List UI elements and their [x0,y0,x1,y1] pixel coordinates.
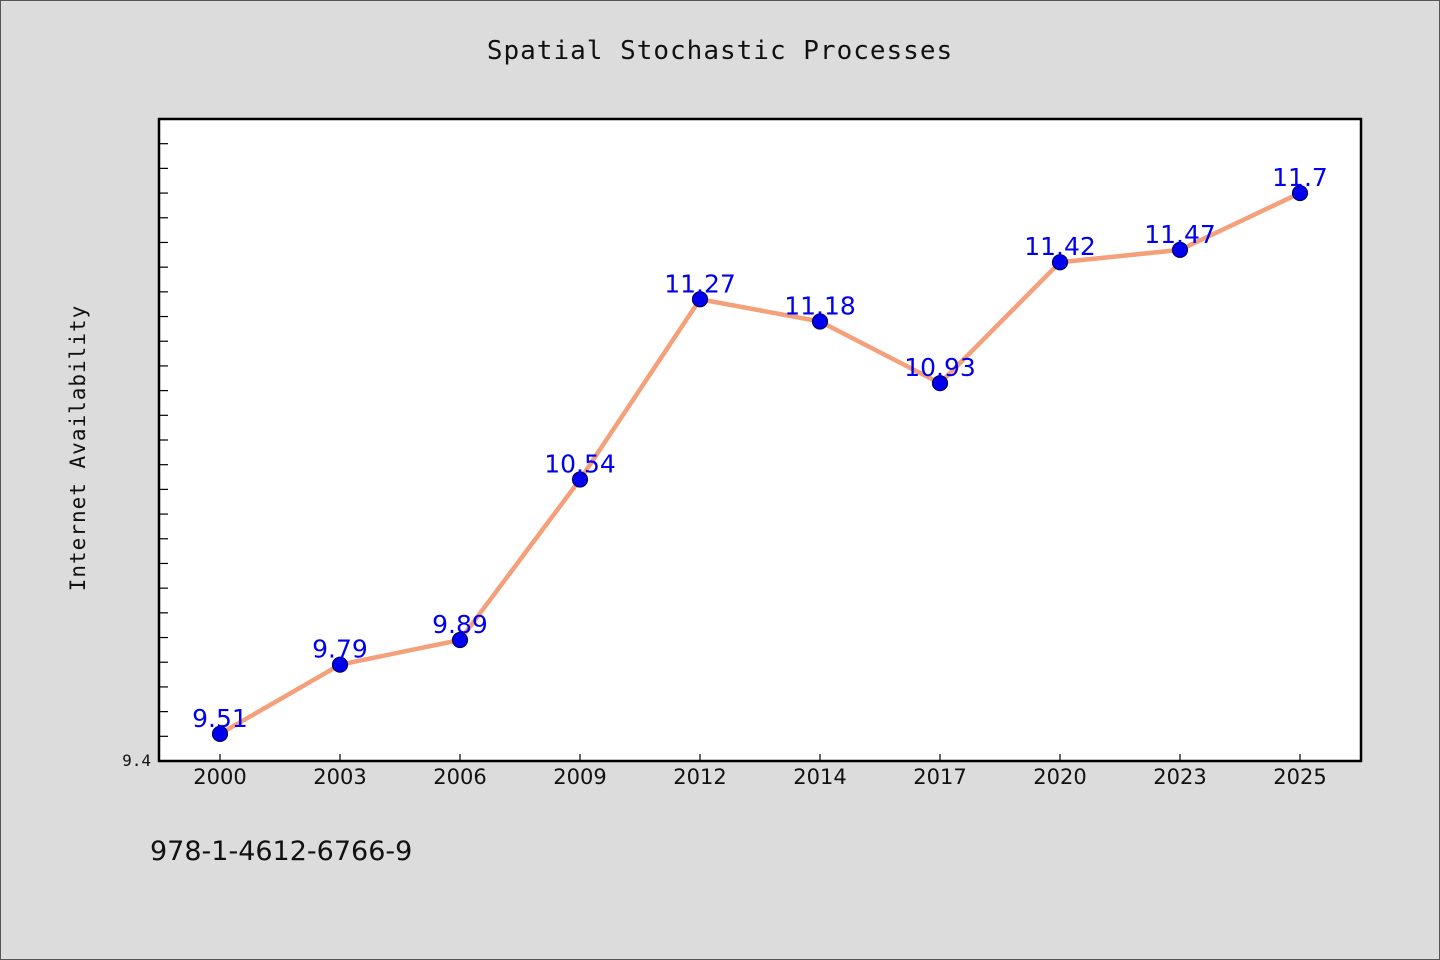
x-tick-label: 2017 [913,765,966,789]
data-point [1051,254,1069,271]
x-tick-label: 2000 [193,765,246,789]
data-point [451,631,469,649]
data-point [811,313,829,330]
x-tick-label: 2023 [1153,765,1206,789]
data-label: 11.7 [1272,163,1328,192]
plot-area [157,117,1363,763]
x-tick-label: 2003 [313,765,366,789]
x-tick-label: 2014 [793,765,846,789]
x-tick-label: 2020 [1033,765,1086,789]
data-point [691,291,709,308]
data-label: 11.47 [1144,220,1216,249]
data-label: 10.54 [544,450,616,479]
x-tick-label: 2006 [433,765,486,789]
x-tick-label: 2009 [553,765,606,789]
data-label: 9.79 [312,635,368,664]
x-tick-label: 2012 [673,765,726,789]
data-label: 11.27 [664,269,736,298]
x-tick-label: 2025 [1273,765,1326,789]
data-point [331,656,349,673]
data-label: 9.89 [432,610,488,639]
data-point [1291,184,1309,202]
series-line [217,190,1303,737]
data-label: 10.93 [904,353,976,382]
data-label: 9.51 [192,704,248,733]
isbn-text: 978-1-4612-6766-9 [150,836,413,867]
data-point [211,725,229,742]
data-point [571,471,589,488]
data-point [931,375,949,392]
data-label: 11.18 [784,291,856,320]
chart-title: Spatial Stochastic Processes [486,36,954,66]
y-tick-label: 9.4 [122,751,151,770]
data-label: 11.42 [1024,232,1096,261]
data-point [1171,241,1189,258]
